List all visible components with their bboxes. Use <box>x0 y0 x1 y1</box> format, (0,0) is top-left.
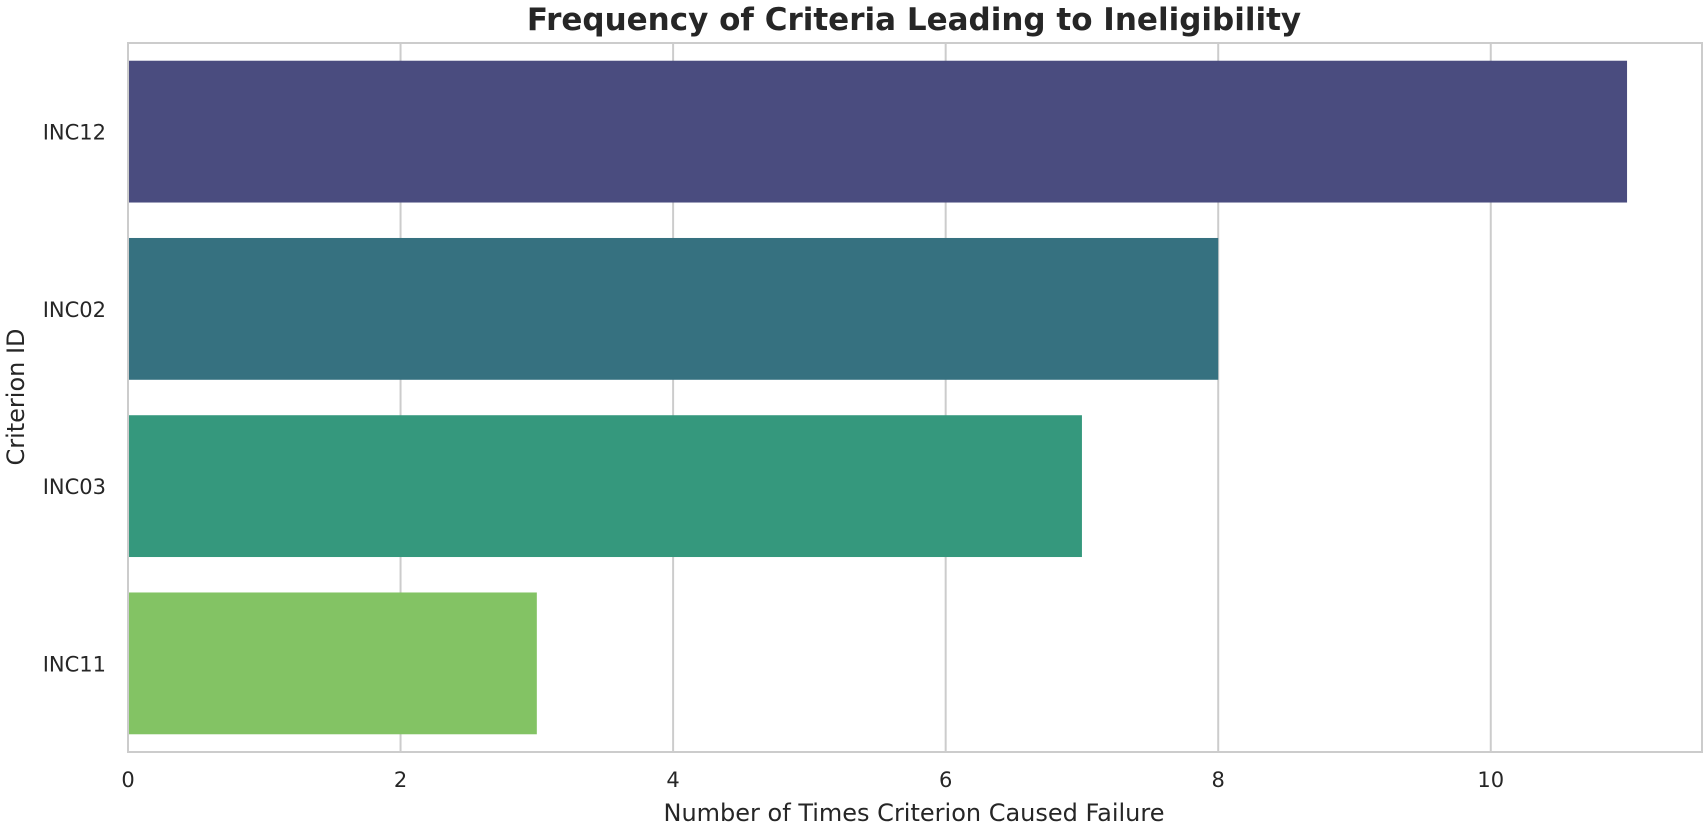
bars <box>128 60 1628 735</box>
x-tick-label: 0 <box>121 768 134 792</box>
y-tick-label: INC12 <box>43 121 106 145</box>
y-tick-label: INC03 <box>43 475 106 499</box>
x-tick-label: 8 <box>1212 768 1225 792</box>
x-tick-label: 10 <box>1477 768 1504 792</box>
y-axis-label: Criterion ID <box>2 328 30 465</box>
plot-frame <box>127 42 1703 753</box>
x-tick-labels: 0 2 4 6 8 10 <box>121 768 1504 792</box>
bar-inc11 <box>128 592 537 735</box>
bar-inc02 <box>128 237 1219 380</box>
x-tick-label: 4 <box>666 768 679 792</box>
y-tick-label: INC02 <box>43 298 106 322</box>
chart-title: Frequency of Criteria Leading to Ineligi… <box>527 2 1301 38</box>
bar-inc03 <box>128 415 1082 558</box>
x-tick-label: 6 <box>939 768 952 792</box>
bar-inc12 <box>128 60 1628 203</box>
y-tick-label: INC11 <box>43 652 106 676</box>
x-tick-label: 2 <box>394 768 407 792</box>
x-axis-label: Number of Times Criterion Caused Failure <box>664 799 1165 827</box>
y-tick-labels: INC12 INC02 INC03 INC11 <box>43 121 106 677</box>
